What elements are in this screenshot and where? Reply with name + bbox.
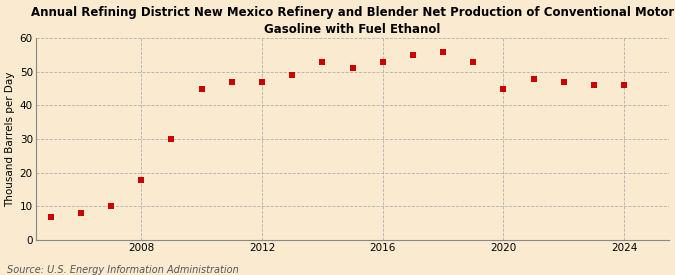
- Point: [558, 80, 569, 84]
- Point: [287, 73, 298, 77]
- Point: [377, 59, 388, 64]
- Point: [437, 50, 448, 54]
- Title: Annual Refining District New Mexico Refinery and Blender Net Production of Conve: Annual Refining District New Mexico Refi…: [31, 6, 674, 35]
- Point: [136, 177, 146, 182]
- Point: [347, 66, 358, 71]
- Point: [529, 76, 539, 81]
- Point: [408, 53, 418, 57]
- Text: Source: U.S. Energy Information Administration: Source: U.S. Energy Information Administ…: [7, 265, 238, 275]
- Point: [226, 80, 237, 84]
- Y-axis label: Thousand Barrels per Day: Thousand Barrels per Day: [5, 72, 16, 207]
- Point: [76, 211, 86, 215]
- Point: [317, 59, 328, 64]
- Point: [589, 83, 599, 87]
- Point: [498, 86, 509, 91]
- Point: [619, 83, 630, 87]
- Point: [256, 80, 267, 84]
- Point: [196, 86, 207, 91]
- Point: [45, 214, 56, 219]
- Point: [106, 204, 117, 209]
- Point: [468, 59, 479, 64]
- Point: [166, 137, 177, 141]
